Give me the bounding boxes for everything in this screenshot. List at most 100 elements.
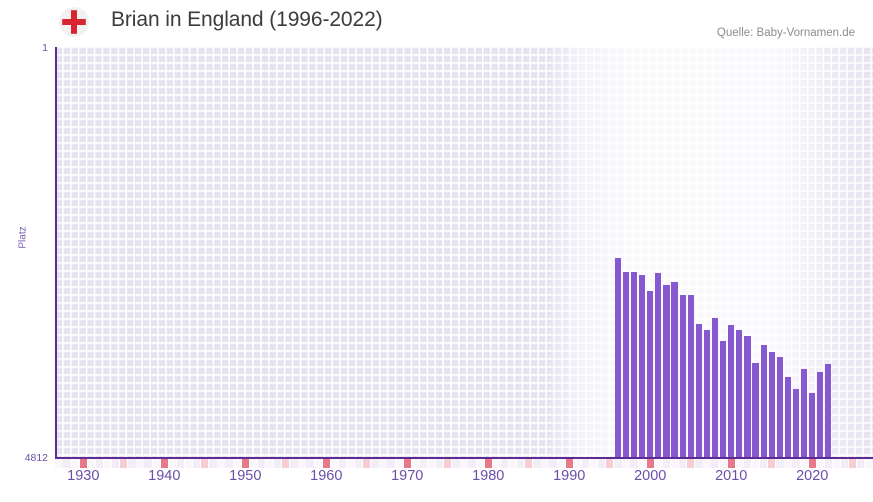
bar-1998[interactable] — [630, 271, 638, 458]
x-tick-1937 — [136, 459, 144, 468]
x-tick-1960 — [322, 459, 330, 468]
x-tick-1980 — [484, 459, 492, 468]
x-tick-1997 — [622, 459, 630, 468]
england-flag-icon — [59, 7, 89, 37]
bar-2006[interactable] — [695, 323, 702, 458]
x-tick-2021 — [816, 459, 824, 468]
bar-2016[interactable] — [776, 356, 783, 458]
bar-2022[interactable] — [825, 363, 832, 458]
x-tick-2006 — [695, 459, 703, 468]
x-tick-2026 — [857, 459, 865, 468]
x-tick-1994 — [598, 459, 606, 468]
x-tick-1982 — [500, 459, 509, 468]
bar-2008[interactable] — [711, 317, 719, 458]
x-tick-2012 — [743, 459, 752, 468]
x-axis-tick-labels: 1930 1940 1950 1960 1970 1980 1990 2000 2010 2020 — [0, 468, 873, 492]
x-tick-1963 — [346, 459, 355, 468]
bar-1997[interactable] — [622, 271, 630, 458]
x-tick-1973 — [427, 459, 436, 468]
x-tick-label-1980: 1980 — [472, 468, 505, 484]
x-tick-1936 — [128, 459, 136, 468]
bar-2007[interactable] — [703, 329, 710, 458]
x-tick-1989 — [557, 459, 565, 468]
bar-2015[interactable] — [768, 351, 775, 458]
x-tick-1930 — [79, 459, 87, 468]
x-tick-1945 — [201, 459, 209, 468]
x-tick-label-2010: 2010 — [715, 468, 748, 484]
x-tick-2009 — [719, 459, 727, 468]
x-axis-line — [55, 457, 873, 459]
x-tick-1931 — [87, 459, 96, 468]
bar-2011[interactable] — [736, 329, 743, 458]
page-title: Brian in England (1996-2022) — [111, 8, 383, 31]
x-tick-label-1990: 1990 — [553, 468, 586, 484]
x-tick-2020 — [808, 459, 816, 468]
x-tick-2008 — [711, 459, 719, 468]
x-tick-label-1960: 1960 — [310, 468, 343, 484]
x-tick-1947 — [217, 459, 225, 468]
bar-1996[interactable] — [614, 257, 621, 458]
x-tick-1977 — [460, 459, 468, 468]
bar-2010[interactable] — [728, 324, 735, 458]
bar-2012[interactable] — [744, 335, 751, 458]
bar-2013[interactable] — [752, 362, 759, 458]
chart-header: Brian in England (1996-2022) Quelle: Bab… — [0, 0, 873, 46]
x-tick-1948 — [225, 459, 233, 468]
x-tick-1957 — [298, 459, 306, 468]
x-tick-2019 — [800, 459, 808, 468]
x-tick-1954 — [274, 459, 282, 468]
x-tick-1974 — [436, 459, 444, 468]
x-tick-1984 — [517, 459, 525, 468]
x-tick-1953 — [265, 459, 274, 468]
bar-2003[interactable] — [671, 281, 678, 458]
x-tick-1950 — [241, 459, 249, 468]
x-tick-1959 — [314, 459, 322, 468]
x-tick-1958 — [306, 459, 314, 468]
bar-1999[interactable] — [639, 274, 646, 458]
x-tick-1967 — [379, 459, 387, 468]
x-tick-2001 — [654, 459, 663, 468]
bar-2019[interactable] — [801, 368, 808, 458]
bar-2018[interactable] — [792, 388, 800, 458]
x-tick-1934 — [112, 459, 120, 468]
x-tick-1970 — [403, 459, 411, 468]
bar-2001[interactable] — [655, 272, 662, 458]
x-tick-1996 — [614, 459, 622, 468]
x-tick-1964 — [355, 459, 363, 468]
bar-2002[interactable] — [663, 284, 670, 458]
x-tick-1998 — [630, 459, 638, 468]
bar-2009[interactable] — [720, 340, 727, 458]
x-tick-1961 — [330, 459, 339, 468]
bar-2014[interactable] — [760, 344, 767, 458]
x-tick-1990 — [565, 459, 573, 468]
bar-2005[interactable] — [687, 294, 694, 458]
x-tick-2027 — [865, 459, 873, 468]
x-tick-1962 — [338, 459, 347, 468]
x-tick-2017 — [784, 459, 792, 468]
x-tick-2022 — [824, 459, 833, 468]
y-axis-tick-bottom: 4812 — [24, 452, 48, 464]
x-tick-1995 — [606, 459, 614, 468]
x-tick-label-1930: 1930 — [67, 468, 100, 484]
bar-2000[interactable] — [647, 290, 654, 458]
x-tick-label-1940: 1940 — [148, 468, 181, 484]
x-tick-2018 — [792, 459, 800, 468]
x-tick-2011 — [735, 459, 743, 468]
x-tick-1979 — [476, 459, 484, 468]
x-tick-label-2000: 2000 — [634, 468, 667, 484]
x-tick-1935 — [120, 459, 128, 468]
bar-series — [55, 47, 873, 458]
bar-2021[interactable] — [817, 371, 824, 458]
x-tick-2024 — [841, 459, 849, 468]
x-tick-2002 — [662, 459, 671, 468]
x-tick-1985 — [525, 459, 533, 468]
x-tick-2004 — [679, 459, 687, 468]
x-tick-1983 — [508, 459, 517, 468]
x-tick-1951 — [249, 459, 258, 468]
bar-2017[interactable] — [784, 376, 791, 458]
bar-2020[interactable] — [809, 392, 816, 458]
x-tick-1972 — [419, 459, 428, 468]
bar-2004[interactable] — [679, 294, 686, 458]
x-tick-1966 — [371, 459, 379, 468]
x-tick-1971 — [411, 459, 420, 468]
